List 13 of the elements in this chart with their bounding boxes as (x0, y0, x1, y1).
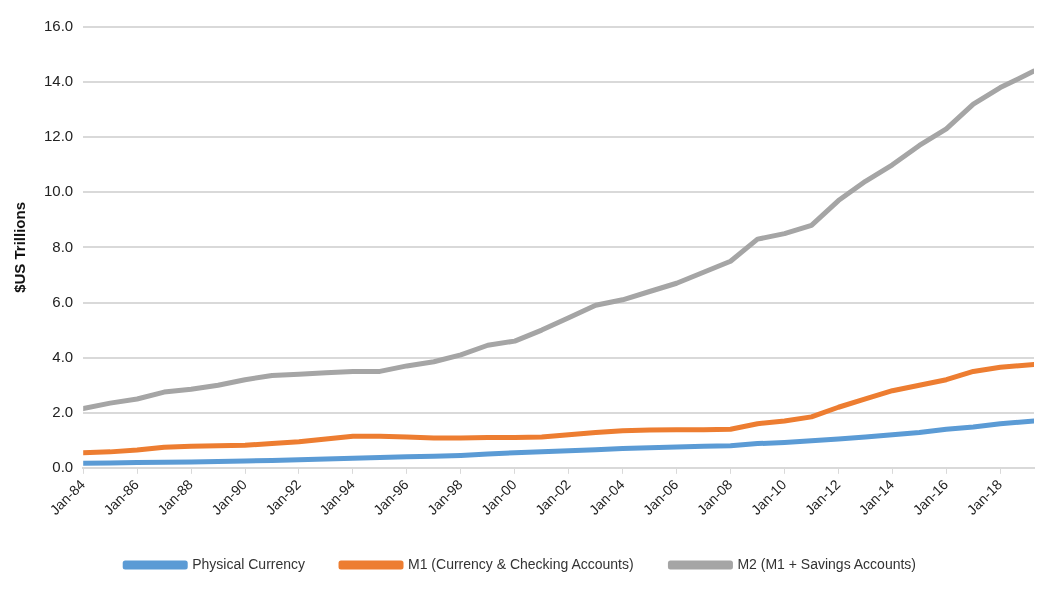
y-tick-label: 10.0 (43, 182, 74, 200)
legend-label: M1 (Currency & Checking Accounts) (408, 555, 634, 572)
y-tick-label: 2.0 (52, 402, 74, 420)
y-tick-label: 0.0 (52, 457, 74, 475)
y-tick-label: 4.0 (52, 347, 74, 365)
legend-label: Physical Currency (192, 555, 306, 572)
y-tick-label: 8.0 (52, 237, 74, 255)
legend-label: M2 (M1 + Savings Accounts) (737, 555, 917, 572)
y-axis-title: $US Trillions (11, 202, 29, 293)
y-tick-label: 6.0 (52, 292, 74, 310)
y-tick-label: 14.0 (43, 72, 74, 90)
y-tick-label: 12.0 (43, 127, 74, 145)
y-tick-label: 16.0 (43, 17, 74, 35)
